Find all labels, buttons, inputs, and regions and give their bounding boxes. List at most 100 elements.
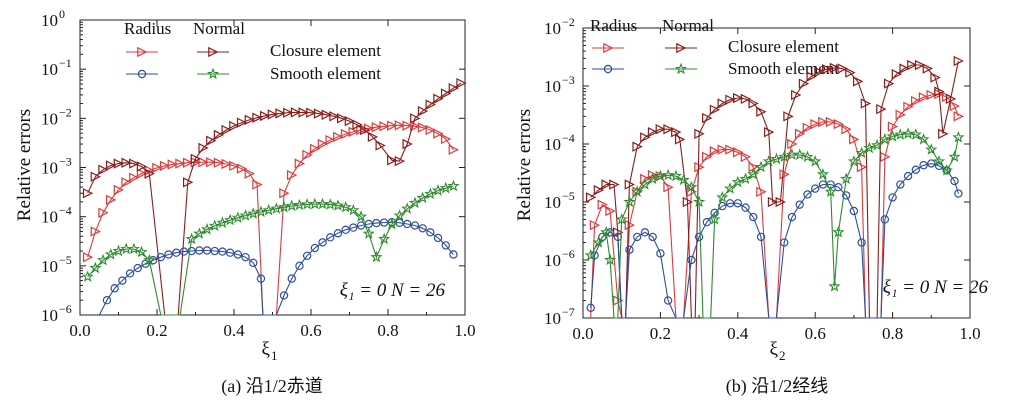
data-point-normal-smooth [878,133,891,145]
data-point-normal-closure [313,108,325,119]
legend-label-closure-a: Closure element [270,41,381,60]
y-tick-label: 10 [41,109,58,128]
data-point-radius-closure [448,144,459,155]
data-point-normal-closure [899,63,910,74]
data-point-radius-smooth [625,245,634,254]
data-point-radius-smooth [225,248,235,257]
data-point-normal-closure [456,77,467,89]
data-point-normal-smooth [855,146,868,159]
data-point-radius-closure [317,138,329,150]
data-point-radius-smooth [841,191,851,200]
data-point-normal-smooth [324,198,337,210]
data-point-normal-closure [694,128,705,139]
x-axis-title-a: ξ [262,339,271,360]
data-point-radius-smooth [687,255,696,265]
data-point-normal-closure [352,119,363,130]
data-point-normal-smooth [662,168,675,181]
data-point-normal-closure [671,126,682,138]
data-point-radius-closure [152,162,163,174]
y-tick-label: 10 [41,60,58,79]
data-point-radius-closure [818,116,829,128]
data-point-normal-closure [440,88,452,99]
data-point-normal-closure [829,62,841,74]
star-marker [674,62,688,75]
data-point-normal-closure [702,112,713,124]
data-point-normal-closure [655,124,666,135]
data-point-radius-smooth [880,215,890,224]
data-point-normal-smooth [600,225,613,238]
data-point-normal-smooth [224,213,237,226]
circle-marker [137,69,147,79]
data-point-radius-closure [810,118,821,130]
data-point-radius-smooth [287,274,296,283]
data-point-radius-smooth [256,274,266,283]
data-point-radius-smooth [410,221,420,230]
data-point-normal-smooth [832,225,845,238]
data-point-radius-smooth [218,247,227,256]
data-point-normal-smooth [623,195,636,208]
y-axis-title-b: Relative errors [514,109,535,221]
data-point-radius-smooth [954,189,963,198]
data-point-normal-closure [402,138,413,150]
data-point-normal-smooth [254,205,268,218]
data-point-radius-smooth [326,233,335,242]
data-point-radius-closure [105,194,117,206]
data-point-normal-smooth [185,232,198,245]
data-point-normal-smooth [416,191,429,204]
data-point-normal-smooth [239,209,252,221]
data-point-normal-smooth [952,131,965,143]
data-point-normal-smooth [424,187,437,200]
triangle-right-marker [603,42,614,54]
data-point-radius-closure [911,95,922,107]
data-point-normal-smooth [886,130,899,142]
data-point-normal-closure [601,179,612,190]
data-point-radius-closure [236,163,248,174]
x-tick-label: 0.0 [572,324,593,343]
data-point-radius-closure [825,116,837,128]
data-point-normal-closure [244,114,255,126]
data-point-normal-smooth [615,213,628,225]
data-point-normal-closure [682,196,694,208]
data-point-normal-smooth [135,245,148,258]
data-point-normal-smooth [739,172,752,185]
y-tick-exponent: −2 [562,15,575,29]
data-point-radius-closure [387,120,398,131]
data-point-radius-closure [294,158,305,169]
data-point-radius-smooth [172,248,181,257]
data-point-normal-smooth [270,202,283,214]
data-point-radius-smooth [896,180,905,189]
data-point-radius-smooth [780,238,789,247]
x-axis-title-sub-b: 2 [779,348,786,363]
data-point-radius-closure [98,207,109,218]
data-point-normal-closure [321,109,332,120]
data-point-normal-smooth [677,173,690,186]
data-point-radius-closure [213,157,225,168]
data-point-radius-closure [725,144,736,155]
data-point-normal-closure [891,68,903,80]
data-point-radius-closure [90,226,101,237]
x-tick-label: 1.0 [959,324,980,343]
data-point-radius-smooth [648,232,657,242]
data-point-normal-closure [934,86,945,97]
data-point-radius-closure [833,118,844,130]
data-point-radius-closure [440,133,452,145]
data-point-normal-smooth [81,270,94,282]
data-point-normal-closure [767,196,779,208]
data-point-radius-smooth [233,250,243,259]
data-point-normal-closure [883,78,895,89]
data-point-normal-closure [306,107,317,118]
data-point-radius-smooth [950,176,959,186]
data-point-radius-smooth [333,229,343,238]
data-point-radius-closure [183,157,194,168]
data-point-radius-smooth [710,208,719,218]
legend-label-closure-b: Closure element [728,37,839,56]
data-point-normal-closure [298,107,309,118]
series-line-normal-closure [590,60,959,319]
data-point-normal-closure [387,155,398,166]
data-point-radius-closure [379,121,390,132]
data-point-radius-closure [340,128,352,140]
y-tick-label: 10 [41,306,58,325]
data-point-radius-closure [756,186,767,197]
data-point-radius-smooth [449,250,458,259]
data-point-radius-closure [624,219,635,231]
